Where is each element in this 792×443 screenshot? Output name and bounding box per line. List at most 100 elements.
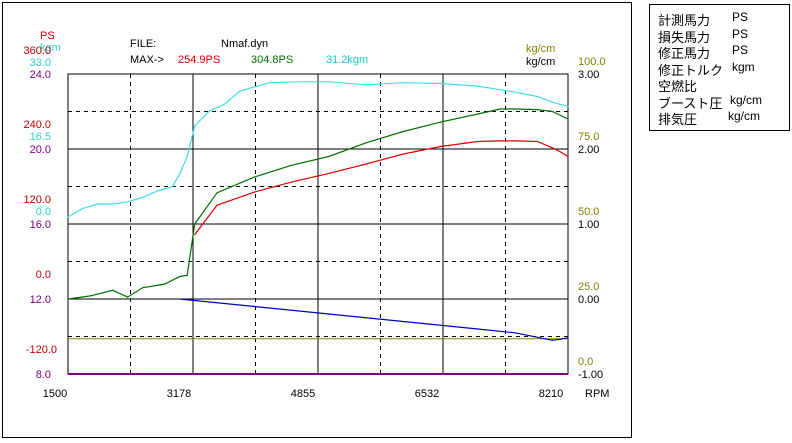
data-point-afr: [67, 373, 69, 375]
data-point-torque: [127, 201, 129, 203]
data-point-corrected-ps: [164, 283, 166, 285]
data-point-boost: [402, 320, 404, 323]
data-point-corrected-ps: [179, 275, 181, 278]
data-point-measured-ps: [514, 140, 516, 142]
legend-item-name: 空燃比: [658, 79, 698, 94]
data-point-measured-ps: [477, 140, 479, 143]
data-point-corrected-ps: [127, 296, 129, 298]
data-point-torque: [238, 90, 240, 92]
ps-tick: 0.0: [36, 269, 51, 281]
data-point-torque: [194, 125, 196, 127]
ps-tick: 360.0: [23, 45, 51, 57]
data-point-corrected-ps: [216, 192, 218, 194]
legend-item-unit: kg/cm: [728, 109, 761, 123]
data-point-corrected-ps: [328, 155, 330, 158]
legend-item: ブースト圧: [658, 93, 722, 112]
data-point-measured-ps: [402, 153, 404, 155]
afr-tick: 24.0: [30, 69, 51, 81]
file-name: Nmaf.dyn: [221, 38, 268, 50]
data-point-measured-ps: [567, 155, 569, 158]
data-point-corrected-ps: [567, 118, 569, 120]
legend-item: 計測馬力: [658, 10, 710, 29]
data-point-torque: [141, 196, 144, 199]
data-point-corrected-ps: [402, 130, 404, 133]
legend-box: 計測馬力 PS 損失馬力 PS 修正馬力 PS 修正トルク kgm 空燃比 ブースト圧 kg/cm 排…: [649, 4, 790, 131]
afr-tick: 12.0: [30, 294, 51, 306]
x-tick: 4855: [291, 388, 315, 400]
grid: [68, 74, 568, 374]
data-point-corrected-ps: [67, 298, 69, 300]
plot-area: [67, 73, 569, 375]
legend-item: 修正トルク: [658, 60, 723, 79]
olive-tick: 75.0: [578, 131, 599, 143]
data-point-torque: [268, 82, 270, 84]
data-point-boost: [328, 313, 330, 315]
legend-item-name: 修正トルク: [658, 62, 724, 78]
max-measured-ps: 254.9PS: [178, 54, 220, 66]
kgm-axis-title: kgm: [40, 42, 61, 54]
data-point-corrected-ps: [514, 108, 516, 110]
black-tick: -1.00: [578, 369, 603, 381]
legend-item: 修正馬力: [658, 43, 710, 62]
data-point-torque: [97, 203, 99, 205]
data-point-corrected-ps: [112, 289, 114, 291]
data-point-torque: [328, 81, 330, 83]
kgm-tick: 0.0: [36, 206, 51, 218]
data-point-corrected-ps: [499, 108, 501, 110]
series-layer: [67, 81, 569, 375]
data-point-corrected-ps: [141, 287, 144, 289]
right-axis-title-black: kg/cm: [526, 56, 555, 68]
kgm-tick: 33.0: [30, 57, 51, 69]
data-point-torque: [298, 81, 300, 83]
data-point-torque: [514, 91, 516, 93]
black-tick: 1.00: [578, 219, 599, 231]
legend-item-name: ブースト圧: [658, 95, 723, 111]
x-axis-unit: RPM: [585, 388, 609, 400]
data-point-torque: [186, 155, 188, 157]
data-point-corrected-ps: [290, 164, 293, 166]
data-point-torque: [567, 105, 569, 108]
legend-item-name: 計測馬力: [658, 13, 711, 28]
data-point-torque: [209, 110, 211, 112]
data-point-corrected-ps: [536, 109, 539, 111]
data-point-boost: [551, 339, 554, 341]
series-line-boost: [179, 298, 569, 341]
afr-tick: 16.0: [30, 219, 51, 231]
series-line-corrected-ps: [67, 108, 569, 300]
data-point-corrected-ps: [477, 113, 479, 115]
data-point-torque: [477, 85, 479, 87]
x-tick: 3178: [167, 388, 191, 400]
data-point-torque: [112, 203, 114, 205]
legend-item: 排気圧: [658, 109, 697, 128]
data-point-torque: [365, 84, 367, 86]
data-point-measured-ps: [440, 145, 442, 148]
data-point-torque: [402, 82, 404, 84]
data-point-torque: [223, 103, 226, 105]
olive-tick: 50.0: [578, 206, 599, 218]
legend-item-unit: PS: [732, 43, 749, 57]
data-point-corrected-ps: [89, 295, 91, 297]
kgm-tick: 16.5: [30, 131, 51, 143]
data-point-torque: [179, 173, 181, 175]
data-point-torque: [440, 82, 442, 85]
x-tick: 6532: [415, 388, 439, 400]
olive-tick: 100.0: [578, 56, 606, 68]
data-point-corrected-ps: [440, 121, 442, 123]
legend-item-unit: PS: [732, 26, 749, 41]
ps-tick: 120.0: [23, 194, 51, 206]
data-point-torque: [82, 207, 84, 209]
data-point-afr: [567, 373, 569, 375]
data-point-corrected-ps: [186, 274, 188, 276]
data-point-torque: [171, 186, 173, 188]
afr-tick: 8.0: [36, 369, 51, 381]
legend-item-name: 排気圧: [658, 112, 698, 127]
max-corrected-ps: 304.8PS: [251, 54, 293, 66]
data-point-boost: [179, 298, 181, 300]
x-tick: 8210: [539, 388, 563, 400]
black-tick: 2.00: [578, 144, 599, 156]
dyno-chart: FILE: Nmaf.dyn MAX-> 254.9PS 304.8PS 31.…: [23, 30, 609, 400]
data-point-boost: [567, 337, 569, 339]
olive-tick: 0.0: [578, 356, 593, 368]
afr-tick: 20.0: [30, 144, 51, 156]
legend-item-name: 損失馬力: [658, 29, 711, 45]
